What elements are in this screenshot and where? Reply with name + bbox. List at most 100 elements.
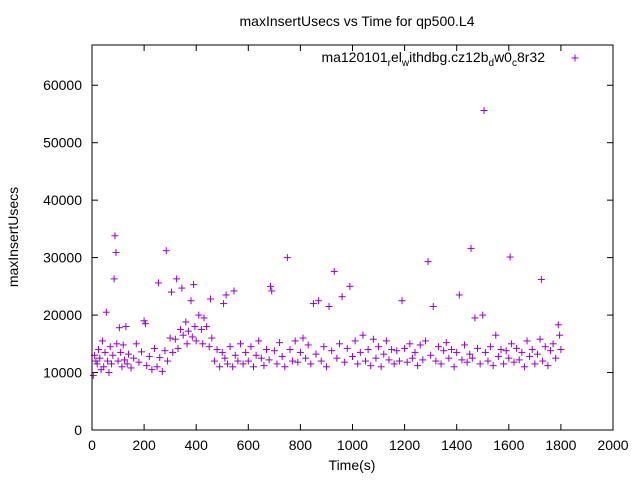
data-point (440, 347, 448, 355)
y-tick-label: 10000 (43, 365, 82, 381)
data-point (179, 331, 187, 339)
data-point (335, 340, 343, 348)
data-point (148, 366, 156, 374)
data-point (476, 360, 484, 368)
data-point (226, 343, 234, 351)
data-point (445, 354, 453, 362)
data-point (481, 348, 489, 356)
data-point (229, 363, 237, 371)
data-point (406, 340, 414, 348)
data-point (437, 360, 445, 368)
data-point (467, 244, 475, 252)
data-point (242, 348, 250, 356)
data-point (398, 297, 406, 305)
data-point (195, 311, 203, 319)
data-point (266, 282, 274, 290)
data-point (102, 308, 110, 316)
legend: ma120101relwithdbg.cz12bdw0c8r32 (321, 49, 579, 69)
legend-marker (571, 54, 579, 62)
data-point (153, 363, 161, 371)
data-point (520, 363, 528, 371)
data-point (182, 318, 190, 326)
data-point (210, 357, 218, 365)
data-point (367, 362, 375, 370)
data-point (184, 327, 192, 335)
data-point (122, 323, 130, 331)
data-point (458, 356, 466, 364)
data-point (93, 360, 101, 368)
data-point (494, 352, 502, 360)
data-point (380, 350, 388, 358)
data-point (98, 337, 106, 345)
data-point (513, 344, 521, 352)
data-point (424, 258, 432, 266)
data-point (162, 247, 170, 255)
data-point (505, 354, 513, 362)
plot-frame (91, 44, 614, 431)
data-point (110, 275, 118, 283)
data-point (101, 348, 109, 356)
x-tick-label: 1400 (441, 437, 472, 453)
data-point (489, 362, 497, 370)
legend-label: ma120101relwithdbg.cz12bdw0c8r32 (321, 49, 545, 69)
data-point (154, 279, 162, 287)
data-point (333, 354, 341, 362)
data-point (207, 295, 215, 303)
data-point (447, 346, 455, 354)
data-point (203, 323, 211, 331)
data-point (497, 346, 505, 354)
data-point (552, 354, 560, 362)
x-tick-label: 0 (88, 437, 96, 453)
data-point (479, 311, 487, 319)
data-point (351, 337, 359, 345)
data-point (408, 354, 416, 362)
data-point (531, 360, 539, 368)
data-point (487, 343, 495, 351)
x-tick-label: 2000 (597, 437, 628, 453)
data-point (372, 354, 380, 362)
x-axis-ticks: 0 200 400 600 800 1000 1200 1400 1600 1800 2000 (88, 45, 629, 453)
x-tick-label: 600 (237, 437, 261, 453)
data-point (113, 340, 121, 348)
data-point (106, 343, 114, 351)
data-point (191, 323, 199, 331)
data-point (205, 343, 213, 351)
data-points (89, 107, 565, 379)
data-point (369, 335, 377, 343)
data-point (528, 346, 536, 354)
y-tick-label: 60000 (43, 77, 82, 93)
data-point (230, 287, 238, 295)
data-point (419, 356, 427, 364)
data-point (124, 350, 132, 358)
data-point (463, 358, 471, 366)
x-tick-label: 1800 (545, 437, 576, 453)
data-point (432, 357, 440, 365)
data-point (208, 334, 216, 342)
data-point (281, 363, 289, 371)
data-point (231, 351, 239, 359)
data-point (220, 300, 228, 308)
data-point (312, 350, 320, 358)
data-point (401, 344, 409, 352)
data-point (263, 346, 271, 354)
data-point (247, 343, 255, 351)
data-point (500, 360, 508, 368)
data-point (164, 357, 172, 365)
data-point (556, 331, 564, 339)
data-point (158, 367, 166, 375)
data-point (270, 347, 278, 355)
x-tick-label: 400 (185, 437, 209, 453)
data-point (166, 334, 174, 342)
data-point (416, 341, 424, 349)
data-point (304, 341, 312, 349)
data-point (96, 354, 104, 362)
data-point (393, 347, 401, 355)
data-point (466, 350, 474, 358)
data-point (414, 362, 422, 370)
data-point (119, 341, 127, 349)
data-point (434, 343, 442, 351)
data-point (533, 350, 541, 358)
data-point (356, 348, 364, 356)
data-point (471, 314, 479, 322)
data-point (127, 364, 135, 372)
